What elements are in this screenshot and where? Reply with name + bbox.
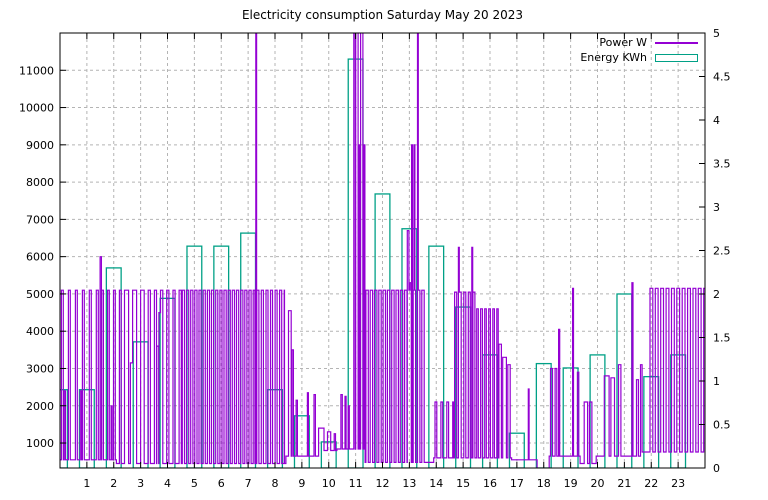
- x-tick-label: 8: [272, 477, 279, 490]
- x-tick-label: 5: [191, 477, 198, 490]
- y-right-tick-label: 0: [713, 462, 720, 475]
- x-tick-label: 14: [429, 477, 443, 490]
- legend-power-label: Power W: [599, 36, 647, 49]
- x-tick-label: 20: [591, 477, 605, 490]
- y-left-tick-label: 5000: [26, 288, 54, 301]
- x-tick-label: 15: [456, 477, 470, 490]
- y-right-tick-label: 4.5: [713, 71, 731, 84]
- y-right-tick-label: 1.5: [713, 332, 731, 345]
- y-left-tick-label: 9000: [26, 139, 54, 152]
- x-tick-label: 21: [617, 477, 631, 490]
- y-left-tick-label: 2000: [26, 400, 54, 413]
- y-right-tick-label: 3.5: [713, 158, 731, 171]
- energy-box: [401, 228, 418, 468]
- y-right-tick-label: 5: [713, 27, 720, 40]
- legend: Power W Energy KWh: [580, 37, 698, 64]
- chart-title: Electricity consumption Saturday May 20 …: [241, 8, 524, 22]
- y-left-tick-label: 6000: [26, 251, 54, 264]
- y-left-tick-label: 4000: [26, 325, 54, 338]
- y-left-tick-label: 8000: [26, 176, 54, 189]
- energy-box: [535, 362, 552, 468]
- energy-box-sample-icon: [655, 54, 698, 62]
- legend-item-energy: Energy KWh: [580, 52, 698, 64]
- y-right-tick-label: 2: [713, 288, 720, 301]
- energy-box: [508, 432, 525, 468]
- y-left-tick-label: 1000: [26, 437, 54, 450]
- y-left-tick-label: 10000: [19, 102, 54, 115]
- y-left-tick-label: 3000: [26, 362, 54, 375]
- y-left-tick-label: 11000: [19, 64, 54, 77]
- x-tick-label: 4: [164, 477, 171, 490]
- x-tick-label: 11: [349, 477, 363, 490]
- x-tick-label: 3: [137, 477, 144, 490]
- x-tick-label: 10: [322, 477, 336, 490]
- x-tick-label: 19: [564, 477, 578, 490]
- y-right-tick-label: 0.5: [713, 419, 731, 432]
- energy-box: [428, 245, 445, 468]
- energy-box: [60, 389, 69, 468]
- y-right-tick-label: 4: [713, 114, 720, 127]
- x-tick-label: 1: [83, 477, 90, 490]
- x-tick-label: 13: [402, 477, 416, 490]
- legend-energy-label: Energy KWh: [580, 51, 647, 64]
- y-right-tick-label: 2.5: [713, 245, 731, 258]
- x-tick-label: 18: [537, 477, 551, 490]
- x-tick-label: 2: [110, 477, 117, 490]
- y-right-tick-label: 3: [713, 201, 720, 214]
- power-line-sample-icon: [655, 42, 698, 44]
- x-tick-label: 6: [218, 477, 225, 490]
- energy-boxes-series: [60, 58, 687, 468]
- x-tick-label: 16: [483, 477, 497, 490]
- x-tick-label: 12: [376, 477, 390, 490]
- energy-box: [78, 389, 95, 468]
- y-right-tick-label: 1: [713, 375, 720, 388]
- x-tick-label: 17: [510, 477, 524, 490]
- x-tick-label: 7: [245, 477, 252, 490]
- energy-box: [562, 367, 579, 468]
- x-tick-label: 23: [671, 477, 685, 490]
- y-left-tick-label: 7000: [26, 213, 54, 226]
- x-tick-label: 22: [644, 477, 658, 490]
- legend-item-power: Power W: [580, 37, 698, 49]
- x-tick-label: 9: [298, 477, 305, 490]
- power-line-series: [60, 33, 705, 468]
